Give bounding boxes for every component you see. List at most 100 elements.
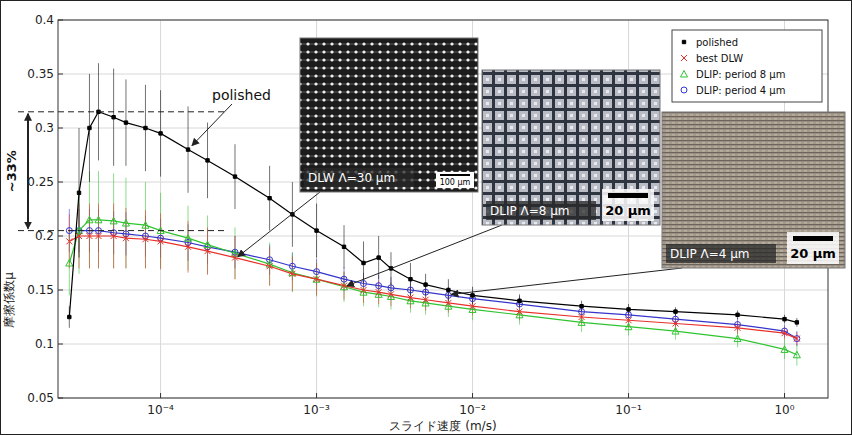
- data-point: [376, 283, 382, 289]
- insets: DLW Λ=30 µm100 µmDLIP Λ=8 µm20 µmDLIP Λ=…: [238, 38, 845, 294]
- legend-box: [672, 30, 822, 102]
- data-point: [206, 159, 209, 162]
- x-tick: [784, 393, 785, 398]
- data-point: [124, 121, 127, 124]
- data-point: [88, 126, 91, 129]
- legend-label: DLIP: period 4 µm: [696, 85, 785, 96]
- data-point: [86, 233, 92, 239]
- data-point: [314, 276, 320, 282]
- data-point: [185, 244, 191, 250]
- data-point: [471, 294, 474, 297]
- inset-label-bg: [486, 201, 596, 220]
- data-point: [76, 233, 82, 239]
- data-point: [204, 241, 211, 248]
- legend: polishedbest DLWDLIP: period 8 µmDLIP: p…: [672, 30, 822, 102]
- x-tick: [472, 393, 473, 398]
- figure-border: [1, 1, 852, 435]
- y-tick-label: 0.35: [27, 67, 54, 81]
- x-tick: [316, 393, 317, 398]
- data-point: [268, 197, 271, 200]
- y-tick: [58, 236, 63, 237]
- data-point: [626, 317, 632, 323]
- data-point: [794, 336, 800, 342]
- data-point: [111, 233, 117, 239]
- data-point: [781, 346, 788, 353]
- data-point: [86, 216, 93, 223]
- data-point: [672, 320, 678, 326]
- scale-bar-label: 20 µm: [790, 246, 836, 261]
- scale-bar-label: 20 µm: [605, 203, 651, 218]
- legend-marker: [681, 55, 687, 61]
- series-line: [69, 231, 797, 339]
- data-point: [186, 148, 189, 151]
- legend-label: polished: [696, 37, 738, 48]
- legend-marker: [682, 40, 685, 43]
- data-point: [361, 287, 367, 293]
- x-tick-label: 10⁻⁴: [147, 403, 174, 417]
- data-point: [735, 322, 741, 328]
- inset-image: [482, 70, 660, 225]
- data-point: [159, 132, 162, 135]
- data-point: [77, 191, 80, 194]
- data-point: [625, 323, 632, 330]
- data-point: [232, 255, 238, 261]
- data-point: [672, 328, 679, 335]
- data-point: [205, 248, 211, 254]
- data-point: [361, 281, 367, 287]
- data-point: [445, 300, 451, 306]
- annotation-text: polished: [212, 87, 271, 103]
- reference-line: [18, 111, 225, 112]
- inset-label-bg: [666, 244, 776, 263]
- data-point: [674, 310, 677, 313]
- data-point: [66, 260, 73, 267]
- data-point: [158, 238, 164, 244]
- data-point: [342, 245, 345, 248]
- data-point: [123, 235, 129, 241]
- chart: 10⁻⁴10⁻³10⁻²10⁻¹10⁰0.050.10.150.20.250.3…: [0, 0, 852, 435]
- data-point: [735, 325, 741, 331]
- data-point: [388, 285, 394, 291]
- data-point: [314, 269, 320, 275]
- y-tick-label: 0.25: [27, 175, 54, 189]
- scale-bar-bg: [602, 189, 654, 221]
- inset-pointer: [451, 268, 682, 294]
- y-tick-label: 0.4: [35, 13, 54, 27]
- data-point: [782, 330, 788, 336]
- data-point: [423, 297, 429, 303]
- data-point: [158, 235, 164, 241]
- reference-line: [18, 230, 225, 231]
- data-point: [233, 175, 236, 178]
- data-point: [362, 261, 365, 264]
- inset-image: [300, 38, 478, 192]
- y-tick-label: 0.05: [27, 391, 54, 405]
- y-grid-line: [58, 290, 828, 291]
- difference-arrow: [27, 114, 29, 229]
- data-point: [470, 303, 476, 309]
- data-point: [734, 335, 741, 342]
- data-point: [579, 309, 585, 315]
- data-point: [793, 351, 800, 358]
- legend-marker: [681, 87, 687, 93]
- y-axis-label: 摩擦係数μ: [2, 272, 16, 328]
- x-tick: [160, 393, 161, 398]
- x-grid-line: [160, 20, 161, 398]
- data-point: [407, 287, 413, 293]
- data-point: [447, 288, 450, 291]
- data-point: [424, 283, 427, 286]
- inset-label: DLW Λ=30 µm: [308, 171, 395, 185]
- series-line: [69, 236, 797, 339]
- y-tick-label: 0.1: [35, 337, 54, 351]
- y-tick: [58, 74, 63, 75]
- data-point: [376, 289, 382, 295]
- data-point: [518, 299, 521, 302]
- data-point: [122, 220, 129, 227]
- inset-pointer: [238, 192, 320, 257]
- series-markers: [66, 228, 800, 342]
- y-grid-line: [58, 344, 828, 345]
- data-point: [315, 229, 318, 232]
- data-point: [112, 116, 115, 119]
- difference-label: ~33%: [4, 150, 19, 192]
- x-tick: [628, 393, 629, 398]
- x-axis-label: スライド速度 (m/s): [389, 419, 496, 433]
- inset-label-bg: [304, 168, 414, 187]
